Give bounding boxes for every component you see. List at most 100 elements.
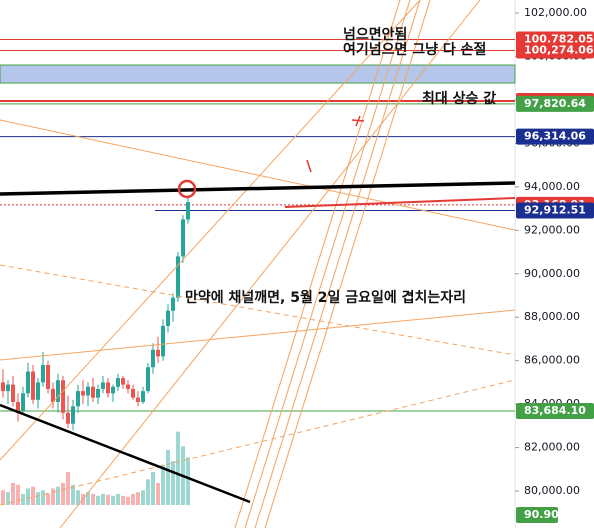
annotation: 만약에 채널깨면, 5월 2일 금요일에 겹치는자리 xyxy=(185,289,466,306)
y-tick-label: 94,000.00 xyxy=(524,180,580,193)
candle-body xyxy=(96,388,100,398)
volume-bar xyxy=(111,495,115,505)
y-tick-label: 86,000.00 xyxy=(524,354,580,367)
volume-bar xyxy=(171,461,175,505)
price-label: 100,782.05 xyxy=(524,33,594,46)
price-label-box xyxy=(516,128,594,145)
volume-bar xyxy=(131,494,135,505)
volume-bar xyxy=(21,494,25,505)
channel-line xyxy=(0,403,251,504)
price-label-box xyxy=(516,95,594,112)
candle-body xyxy=(166,310,170,326)
candle-body xyxy=(146,367,150,392)
volume-bar xyxy=(146,479,150,505)
candle-body xyxy=(161,325,165,357)
candle-body xyxy=(6,384,10,392)
volume-bar xyxy=(116,494,120,505)
candle-body xyxy=(171,297,175,311)
volume-bar xyxy=(56,486,60,505)
indicator-label: 90.90 xyxy=(524,508,559,521)
candle-body xyxy=(61,380,65,413)
volume-bar xyxy=(86,492,90,505)
trend-line xyxy=(59,0,481,528)
volume-bar xyxy=(151,472,155,505)
candle-body xyxy=(86,386,90,396)
volume-bar xyxy=(46,494,50,505)
trend-lines xyxy=(0,0,516,528)
volume-bar xyxy=(76,490,80,505)
highlight-circle xyxy=(177,179,197,199)
trend-line xyxy=(0,309,516,361)
volume-bar xyxy=(51,488,55,505)
annotation: 넘으면안됨 xyxy=(343,26,407,43)
y-tick-label: 102,000.00 xyxy=(524,6,587,19)
drawn-line xyxy=(284,197,516,208)
price-label: 83,684.10 xyxy=(524,404,586,417)
volume-bar xyxy=(141,490,145,505)
volume-bar xyxy=(16,484,20,505)
candle-body xyxy=(26,371,30,394)
candle-body xyxy=(121,378,125,385)
price-label-box xyxy=(516,42,594,59)
volume-bar xyxy=(11,483,15,505)
candle-body xyxy=(11,384,15,402)
candle-body xyxy=(141,391,145,402)
candle-body xyxy=(156,349,160,357)
handwriting xyxy=(306,115,365,173)
volume-bar xyxy=(71,484,75,505)
y-tick-label: 92,000.00 xyxy=(524,223,580,236)
candle-body xyxy=(21,393,25,411)
candle-body xyxy=(76,391,80,407)
volume-bar xyxy=(31,486,35,505)
volume-bar xyxy=(1,490,5,505)
volume-bar xyxy=(161,464,165,505)
candle-body xyxy=(151,349,155,368)
candle-body xyxy=(136,397,140,402)
candle-body xyxy=(181,219,185,257)
volume-bar xyxy=(106,494,110,505)
volume-bar xyxy=(186,457,190,505)
candle-body xyxy=(16,401,20,411)
volume-bar xyxy=(91,494,95,505)
candle-body xyxy=(81,391,85,396)
volume-bar xyxy=(66,472,70,505)
volume-bar xyxy=(101,494,105,505)
volume-bar xyxy=(166,450,170,505)
trend-line xyxy=(244,0,411,528)
volume-bar xyxy=(121,495,125,505)
candle-body xyxy=(186,202,190,220)
volume-bar xyxy=(136,492,140,505)
volume-bar xyxy=(156,483,160,505)
candle-body xyxy=(106,382,110,394)
volume-bar xyxy=(126,496,130,505)
candle-body xyxy=(41,365,45,383)
volume-bar xyxy=(176,431,180,505)
trend-line xyxy=(0,264,516,356)
price-label-box xyxy=(516,202,594,219)
candle-body xyxy=(111,386,115,394)
channel-line xyxy=(0,181,516,196)
volume-bar xyxy=(41,490,45,505)
y-tick-label: 88,000.00 xyxy=(524,310,580,323)
candle-body xyxy=(1,382,5,392)
volume-bar xyxy=(96,495,100,505)
volume-bar xyxy=(6,492,10,505)
candle-body xyxy=(66,412,70,424)
price-label: 92,912.51 xyxy=(524,203,586,216)
price-zone xyxy=(0,64,516,84)
candle-body xyxy=(56,380,60,402)
candle-body xyxy=(51,388,55,402)
volume-bar xyxy=(61,483,65,505)
candle-body xyxy=(176,256,180,298)
candle-body xyxy=(91,386,95,398)
indicator-label-box xyxy=(516,507,558,523)
annotation: 최대 상승 값 xyxy=(422,91,496,107)
trend-line xyxy=(0,379,516,506)
price-label-box xyxy=(516,403,594,420)
trend-line xyxy=(234,0,401,528)
volume-bar xyxy=(26,488,30,505)
trend-line xyxy=(0,119,516,231)
price-label: 97,820.64 xyxy=(524,97,586,110)
y-tick-label: 82,000.00 xyxy=(524,441,580,454)
